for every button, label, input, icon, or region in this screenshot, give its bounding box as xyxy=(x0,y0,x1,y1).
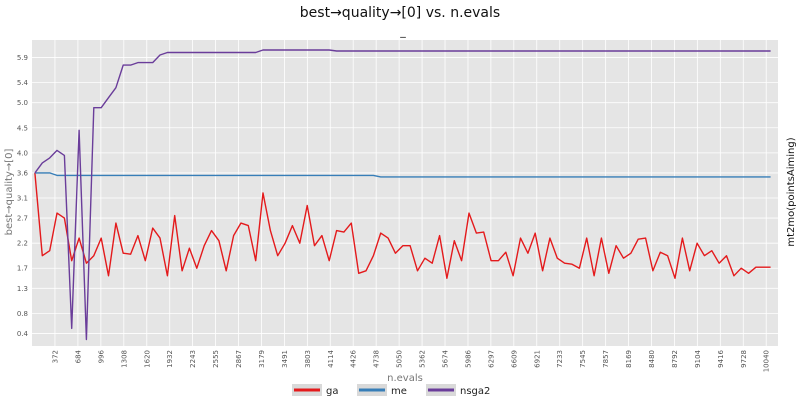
chart-subtitle: _ xyxy=(399,25,406,38)
y-tick-label: 1.3 xyxy=(17,285,28,293)
series-line-nsga2 xyxy=(34,49,771,341)
x-tick-label: 8792 xyxy=(671,350,679,368)
y-tick-label: 4.5 xyxy=(17,124,28,132)
x-tick-label: 1620 xyxy=(143,350,151,368)
x-tick-label: 7545 xyxy=(579,350,587,368)
legend-label-nsga2: nsga2 xyxy=(460,386,490,397)
x-tick-label: 9416 xyxy=(717,349,725,367)
x-tick-label: 2555 xyxy=(212,350,220,368)
x-tick-label: 9728 xyxy=(740,350,748,368)
y-tick-label: 5.0 xyxy=(17,99,28,107)
x-tick-label: 5986 xyxy=(464,349,472,367)
x-tick-label: 1932 xyxy=(166,350,174,368)
y-tick-label: 0.8 xyxy=(17,310,28,318)
y-tick-label: 3.6 xyxy=(17,169,29,177)
x-tick-label: 3491 xyxy=(281,350,289,368)
x-tick-label: 7233 xyxy=(556,350,564,368)
series-line-ga xyxy=(34,172,771,279)
series-line-me xyxy=(34,172,771,178)
x-tick-label: 2243 xyxy=(189,350,197,368)
plot-area xyxy=(32,40,778,346)
x-tick-label: 6609 xyxy=(510,350,518,368)
x-axis-label: n.evals xyxy=(387,373,423,384)
x-tick-label: 684 xyxy=(74,349,82,363)
x-tick-label: 3179 xyxy=(258,350,266,368)
legend-label-me: me xyxy=(391,386,407,397)
y-tick-label: 1.7 xyxy=(17,265,28,273)
x-tick-label: 5050 xyxy=(396,350,404,368)
x-tick-label: 4738 xyxy=(373,350,381,368)
x-tick-label: 6921 xyxy=(533,350,541,368)
y-tick-label: 4.0 xyxy=(17,149,28,157)
x-tick-label: 5362 xyxy=(419,350,427,368)
grid xyxy=(32,40,778,346)
x-tick-label: 6297 xyxy=(487,350,495,368)
x-tick-label: 7857 xyxy=(602,350,610,368)
right-axis-label: mt2mo(pointsAiming) xyxy=(786,137,797,246)
x-tick-label: 8169 xyxy=(625,350,633,368)
x-tick-label: 3803 xyxy=(304,350,312,368)
y-tick-label: 5.4 xyxy=(17,79,29,87)
legend: ga me nsga2 xyxy=(292,384,490,397)
y-axis-ticks: 0.4 0.8 1.3 1.7 2.2 2.7 3.1 3.6 4.0 4.5 5.0 5.4 5.9 xyxy=(17,54,29,338)
x-tick-label: 5674 xyxy=(442,349,450,367)
y-tick-label: 2.2 xyxy=(17,240,28,248)
y-tick-label: 3.1 xyxy=(17,195,28,203)
x-axis-ticks: 372 684 996 1308 1620 1932 2243 2555 2867 3179 349… xyxy=(51,349,770,372)
x-tick-label: 372 xyxy=(51,350,59,363)
series-layer xyxy=(34,49,771,341)
x-tick-label: 10040 xyxy=(763,350,771,372)
x-tick-label: 4426 xyxy=(350,349,358,367)
x-tick-label: 9104 xyxy=(694,349,702,367)
x-tick-label: 4114 xyxy=(327,349,335,367)
x-tick-label: 8480 xyxy=(648,350,656,368)
y-tick-label: 2.7 xyxy=(17,215,28,223)
x-tick-label: 2867 xyxy=(235,350,243,368)
x-tick-label: 1308 xyxy=(120,350,128,368)
x-tick-label: 996 xyxy=(97,349,105,363)
y-tick-label: 5.9 xyxy=(17,54,28,62)
y-tick-label: 0.4 xyxy=(17,330,29,338)
legend-label-ga: ga xyxy=(326,386,338,397)
y-axis-label: best→quality→[0] xyxy=(4,149,15,236)
chart-title: best→quality→[0] vs. n.evals xyxy=(300,5,500,21)
